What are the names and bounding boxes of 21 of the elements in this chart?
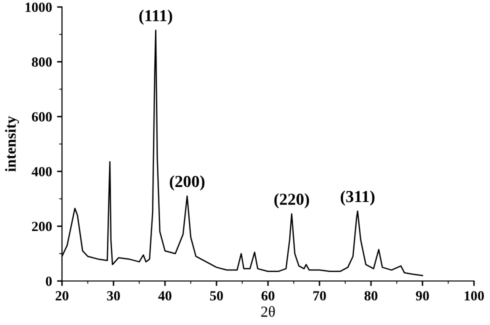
y-tick-label: 200 (32, 222, 52, 232)
y-tick-label: 400 (32, 166, 52, 176)
x-tick-label: 100 (464, 291, 484, 300)
annotation: (111) (139, 10, 172, 25)
x-tick-label: 30 (107, 291, 120, 300)
x-tick-label: 70 (313, 291, 326, 300)
x-axis-title: 2θ (261, 306, 275, 317)
annotation: (200) (170, 175, 204, 191)
x-tick-label: 80 (364, 291, 378, 300)
y-tick-label: 800 (32, 57, 52, 67)
annotation: (220) (274, 193, 310, 208)
x-tick-label: 40 (158, 291, 172, 300)
y-tick-label: 0 (46, 276, 52, 286)
x-tick-label: 20 (56, 291, 68, 300)
x-tick-label: 60 (262, 291, 274, 300)
x-tick-label: 90 (416, 291, 429, 300)
y-axis-title: intensity (5, 116, 19, 172)
x-tick-label: 50 (210, 291, 223, 300)
annotation: (311) (340, 190, 374, 206)
y-tick-label: 1000 (26, 2, 52, 12)
y-tick-label: 600 (32, 112, 52, 122)
